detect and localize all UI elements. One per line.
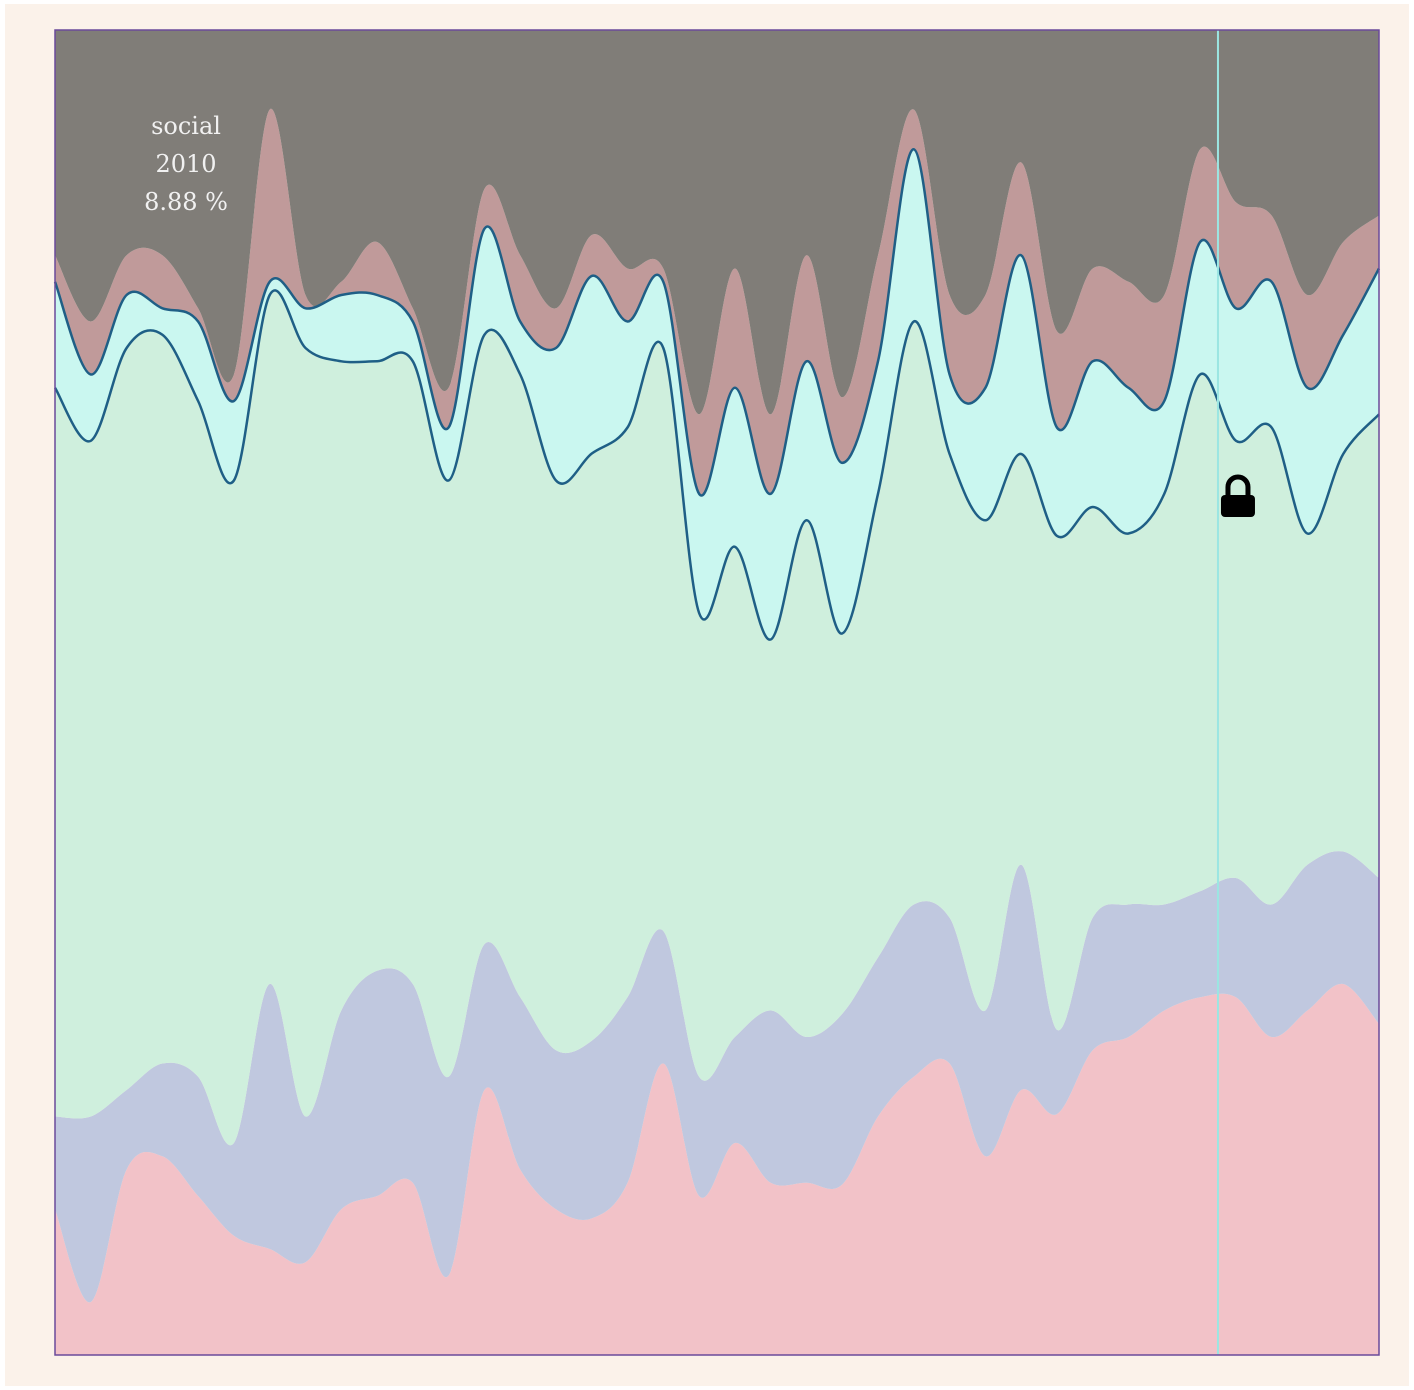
stream-layer-3[interactable] [55,290,1379,1146]
lock-icon[interactable] [1220,474,1255,517]
stream-layers [55,30,1379,1355]
band-lower-outline [53,289,1380,641]
stream-layer-1[interactable] [55,983,1379,1355]
tooltip-value-label: 8.88 % [144,188,228,216]
highlight-outlines [53,148,1381,641]
stream-layer-5[interactable] [55,108,1379,496]
band-upper-outline [53,148,1381,497]
tooltip-series-label: social [151,112,221,140]
plot-frame [54,29,1380,1356]
stream-layer-6[interactable] [55,30,1379,415]
tooltip-year-label: 2010 [155,150,216,178]
stream-layer-2[interactable] [55,851,1379,1303]
